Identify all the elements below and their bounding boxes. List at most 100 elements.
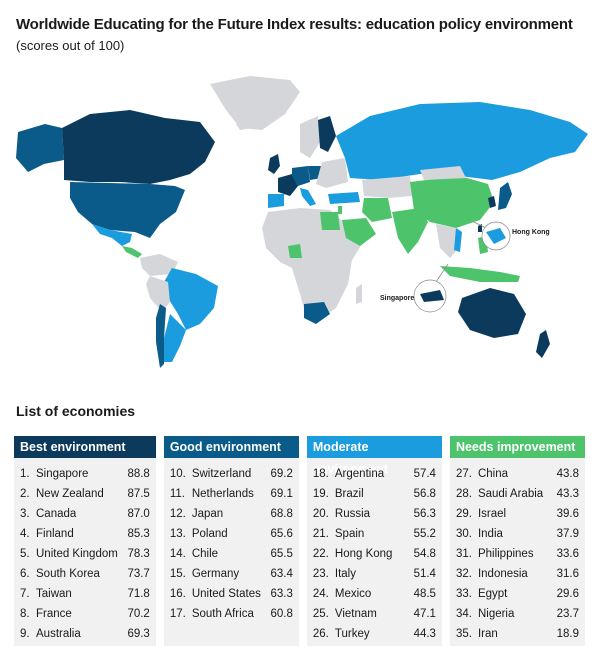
item-rank: 6. bbox=[20, 568, 30, 580]
france bbox=[278, 174, 298, 196]
item-rank: 17. bbox=[169, 608, 186, 620]
item-rank: 29. bbox=[455, 508, 472, 520]
saudi-arabia bbox=[342, 218, 376, 246]
item-name: France bbox=[36, 608, 72, 620]
southeast-asia bbox=[436, 224, 460, 258]
item-name: Australia bbox=[36, 628, 81, 640]
list-item: 24. Mexico 48.5 bbox=[313, 584, 436, 604]
item-name: Iran bbox=[477, 628, 498, 640]
item-score: 88.8 bbox=[127, 468, 150, 480]
northern-south-america bbox=[140, 254, 178, 276]
item-rank: 19. bbox=[312, 488, 329, 500]
iceland bbox=[236, 122, 252, 130]
item-score: 70.2 bbox=[127, 608, 150, 620]
item-rank: 18. bbox=[312, 468, 329, 480]
column-header: Best environment bbox=[14, 436, 156, 458]
item-score: 47.1 bbox=[413, 608, 436, 620]
item-score: 63.4 bbox=[270, 568, 293, 580]
list-item: 12. Japan 68.8 bbox=[170, 504, 293, 524]
item-name: Vietnam bbox=[334, 608, 377, 620]
item-name: Hong Kong bbox=[334, 548, 393, 560]
column-best: Best environment 1. Singapore 88.8 2. New Ze… bbox=[14, 436, 156, 646]
item-name: Taiwan bbox=[36, 588, 72, 600]
list-item: 17. South Africa 60.8 bbox=[170, 604, 293, 624]
mongolia bbox=[420, 166, 466, 180]
callout-hong-kong-label: Hong Kong bbox=[512, 229, 550, 236]
central-america bbox=[122, 246, 142, 258]
item-score: 48.5 bbox=[413, 588, 436, 600]
list-item: 29. Israel 39.6 bbox=[456, 504, 579, 524]
alaska bbox=[16, 124, 64, 172]
item-score: 65.5 bbox=[270, 548, 293, 560]
list-item: 26. Turkey 44.3 bbox=[313, 624, 436, 644]
item-rank: 7. bbox=[20, 588, 30, 600]
item-name: South Africa bbox=[191, 608, 254, 620]
item-name: Egypt bbox=[477, 588, 508, 600]
list-item: 5. United Kingdom 78.3 bbox=[20, 544, 150, 564]
singapore-callout: Singapore bbox=[380, 263, 449, 313]
canada bbox=[62, 110, 215, 184]
item-rank: 13. bbox=[169, 528, 186, 540]
list-item: 6. South Korea 73.7 bbox=[20, 564, 150, 584]
item-name: Netherlands bbox=[191, 488, 254, 500]
item-score: 43.8 bbox=[556, 468, 580, 480]
item-name: United Kingdom bbox=[36, 548, 118, 560]
item-name: United States bbox=[191, 588, 261, 600]
egypt bbox=[320, 212, 340, 230]
list-item: 35. Iran 18.9 bbox=[456, 624, 579, 644]
list-item: 9. Australia 69.3 bbox=[20, 624, 150, 644]
item-rank: 34. bbox=[455, 608, 472, 620]
madagascar bbox=[356, 284, 362, 304]
spain bbox=[268, 194, 284, 208]
list-item: 16. United States 63.3 bbox=[170, 584, 293, 604]
item-rank: 25. bbox=[312, 608, 329, 620]
africa bbox=[262, 208, 362, 320]
list-item: 21. Spain 55.2 bbox=[313, 524, 436, 544]
item-score: 56.3 bbox=[413, 508, 436, 520]
item-name: Switzerland bbox=[191, 468, 252, 480]
item-score: 69.2 bbox=[270, 468, 293, 480]
item-score: 56.8 bbox=[413, 488, 436, 500]
item-name: Singapore bbox=[36, 468, 89, 480]
argentina bbox=[164, 314, 186, 362]
list-item: 28. Saudi Arabia 43.3 bbox=[456, 484, 579, 504]
item-name: Poland bbox=[191, 528, 228, 540]
mexico bbox=[92, 224, 132, 246]
item-name: Japan bbox=[191, 508, 224, 520]
item-rank: 30. bbox=[455, 528, 472, 540]
item-score: 63.3 bbox=[270, 588, 293, 600]
japan bbox=[498, 182, 512, 210]
list-item: 20. Russia 56.3 bbox=[313, 504, 436, 524]
item-name: Nigeria bbox=[477, 608, 515, 620]
list-item: 18. Argentina 57.4 bbox=[313, 464, 436, 484]
item-rank: 16. bbox=[169, 588, 186, 600]
list-item: 7. Taiwan 71.8 bbox=[20, 584, 150, 604]
item-name: New Zealand bbox=[36, 488, 104, 500]
item-rank: 24. bbox=[312, 588, 329, 600]
item-name: Indonesia bbox=[477, 568, 528, 580]
item-rank: 12. bbox=[169, 508, 186, 520]
list-item: 23. Italy 51.4 bbox=[313, 564, 436, 584]
item-score: 37.9 bbox=[556, 528, 580, 540]
item-rank: 5. bbox=[20, 548, 30, 560]
list-item: 22. Hong Kong 54.8 bbox=[313, 544, 436, 564]
item-rank: 21. bbox=[312, 528, 329, 540]
item-score: 69.1 bbox=[270, 488, 293, 500]
italy bbox=[300, 188, 316, 206]
taiwan bbox=[478, 224, 482, 232]
item-name: Turkey bbox=[334, 628, 370, 640]
chile bbox=[156, 304, 166, 368]
finland bbox=[318, 116, 336, 152]
item-rank: 14. bbox=[169, 548, 186, 560]
list-item: 11. Netherlands 69.1 bbox=[170, 484, 293, 504]
column-needs: Needs improvement 27. China 43.8 28. Saudi A… bbox=[449, 436, 586, 646]
item-score: 54.8 bbox=[413, 548, 436, 560]
central-europe bbox=[292, 166, 310, 186]
item-name: China bbox=[477, 468, 509, 480]
israel bbox=[338, 206, 342, 214]
item-score: 87.5 bbox=[127, 488, 150, 500]
list-item: 1. Singapore 88.8 bbox=[20, 464, 150, 484]
item-rank: 28. bbox=[455, 488, 472, 500]
nigeria bbox=[288, 244, 302, 258]
callout-singapore-label: Singapore bbox=[380, 295, 414, 302]
